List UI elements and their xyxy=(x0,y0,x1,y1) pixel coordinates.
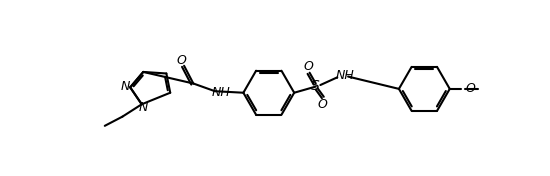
Text: S: S xyxy=(311,79,320,93)
Text: O: O xyxy=(304,60,314,73)
Text: O: O xyxy=(318,98,328,111)
Text: N: N xyxy=(139,101,148,114)
Text: O: O xyxy=(466,82,475,95)
Text: NH: NH xyxy=(336,69,354,82)
Text: O: O xyxy=(177,54,186,67)
Text: NH: NH xyxy=(212,86,230,99)
Text: N: N xyxy=(121,80,130,93)
